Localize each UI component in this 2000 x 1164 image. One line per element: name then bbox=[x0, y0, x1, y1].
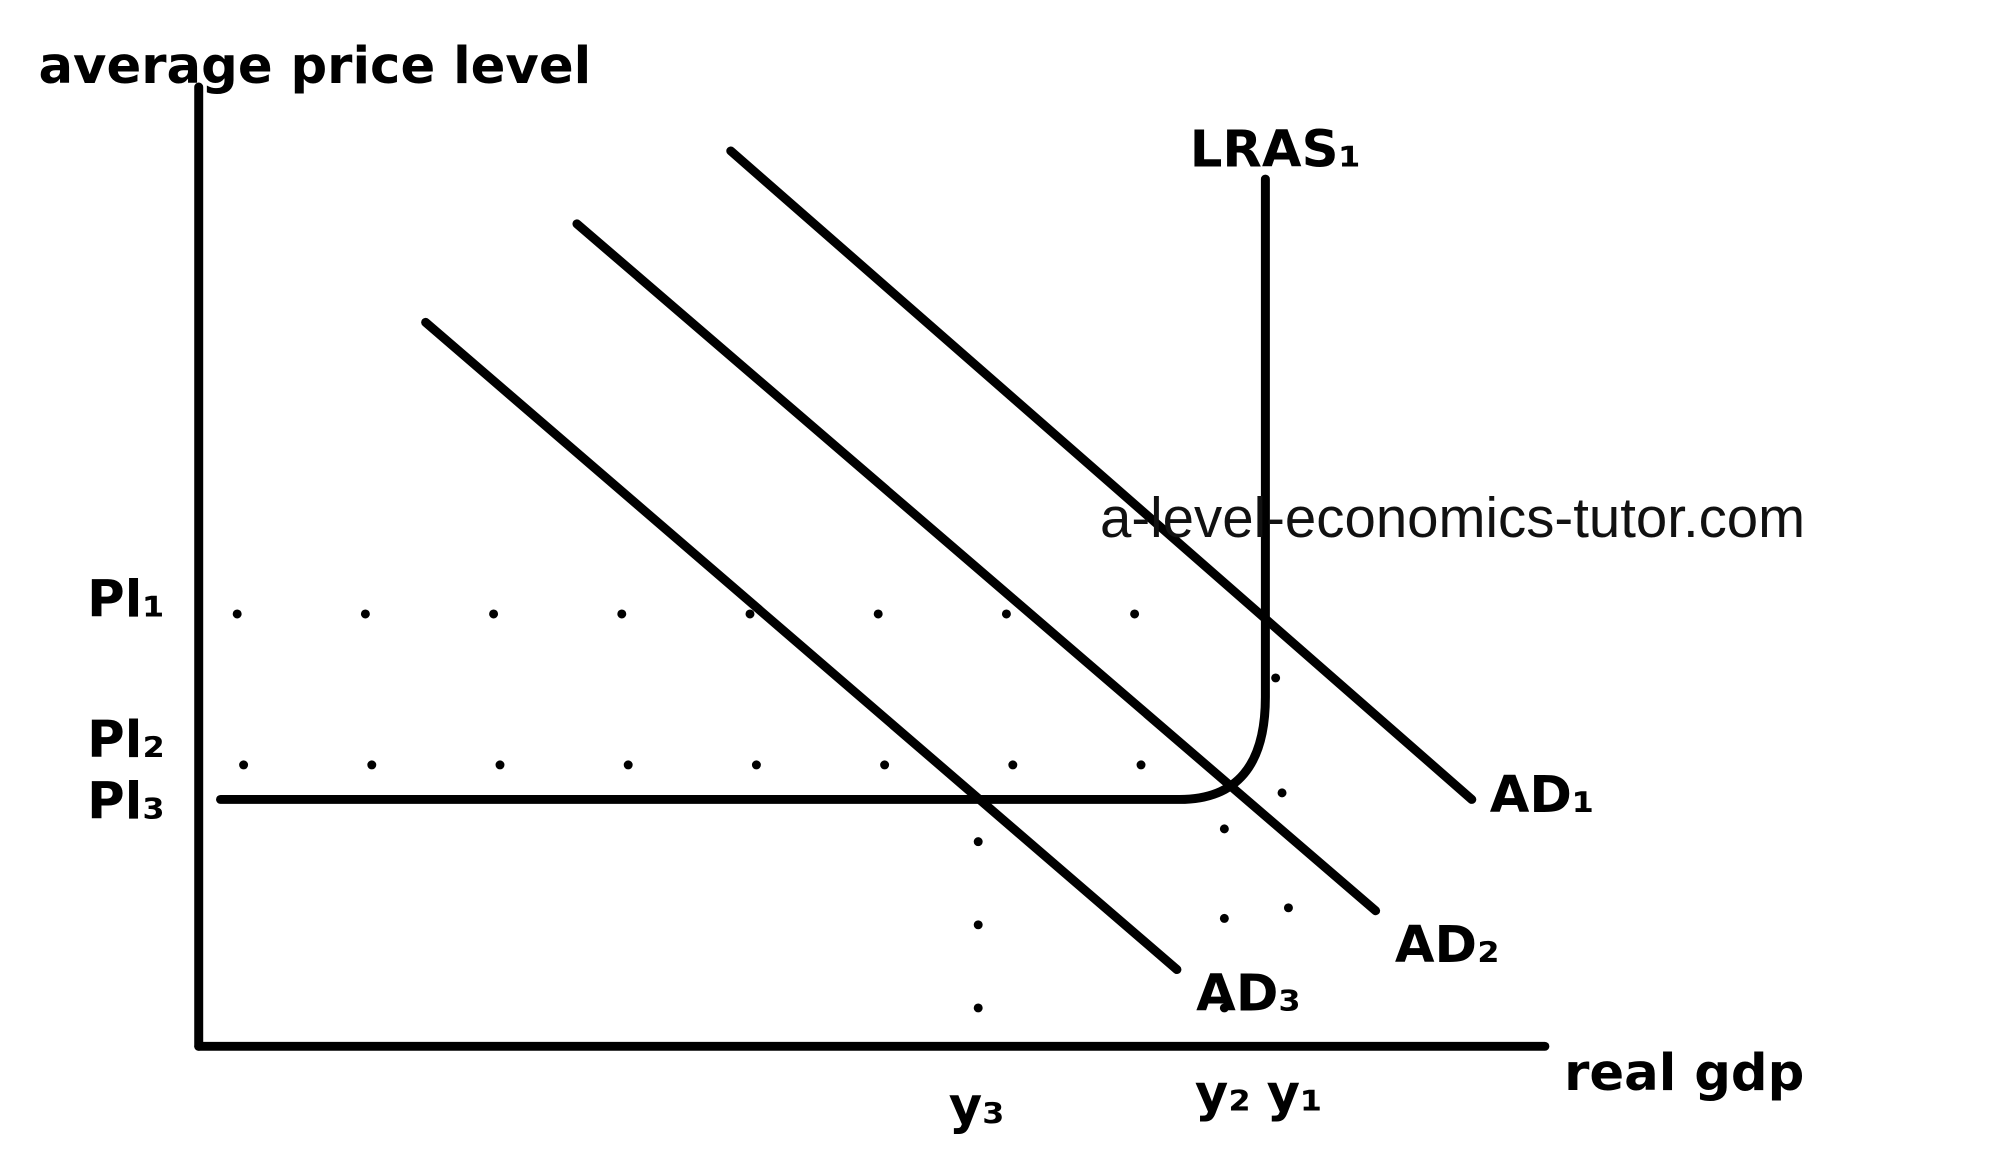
output-label: y₁ bbox=[1267, 1063, 1323, 1123]
curve-label: AD₃ bbox=[1196, 964, 1301, 1024]
x-axis-label: real gdp bbox=[1564, 1043, 1804, 1103]
ad2-curve bbox=[572, 219, 1381, 916]
curve-label: LRAS₁ bbox=[1190, 119, 1361, 179]
watermark: a-level-economics-tutor.com bbox=[1100, 486, 1805, 549]
ad1-curve bbox=[726, 146, 1477, 804]
lras-curve bbox=[216, 174, 1270, 804]
output-label: y₂ bbox=[1195, 1063, 1251, 1123]
guide-y1 bbox=[1271, 673, 1293, 913]
price-level-label: Pl₃ bbox=[87, 772, 165, 832]
curve-label: AD₁ bbox=[1490, 765, 1595, 825]
price-level-label: Pl₁ bbox=[87, 570, 165, 630]
curve-label: AD₂ bbox=[1395, 915, 1500, 975]
output-label: y₃ bbox=[949, 1076, 1005, 1136]
ad3-curve bbox=[421, 317, 1182, 975]
y-axis-label: average price level bbox=[38, 36, 591, 96]
price-level-label: Pl₂ bbox=[87, 710, 165, 770]
